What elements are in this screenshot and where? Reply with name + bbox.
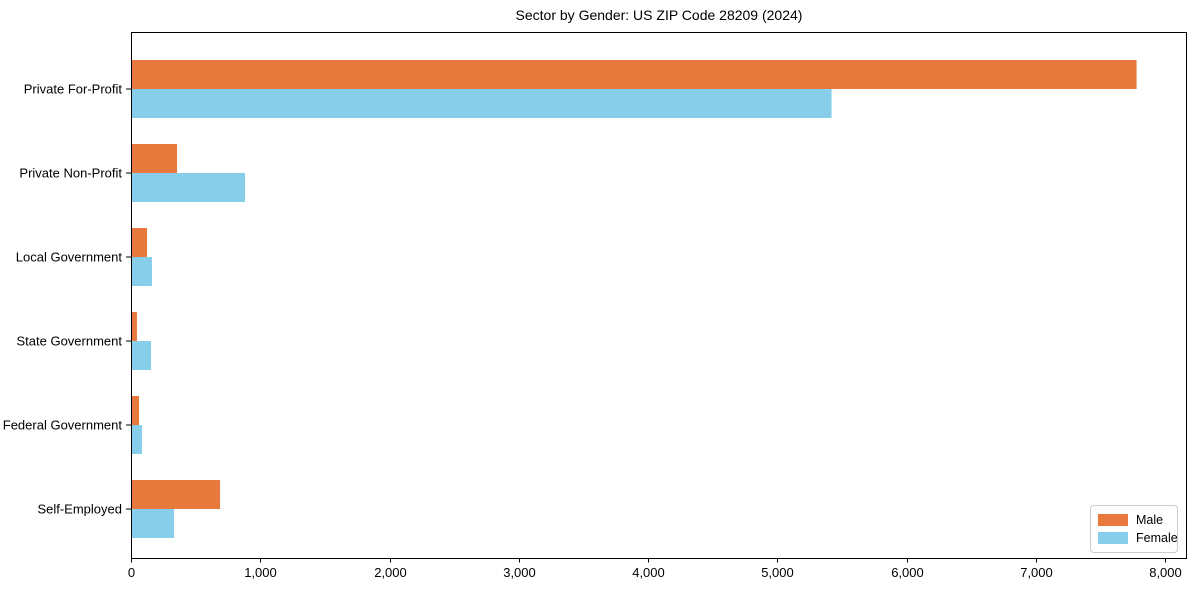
bar-female-local-government (132, 257, 152, 286)
bar-female-self-employed (132, 509, 175, 538)
x-tick-label-8000: 8,000 (1149, 565, 1182, 580)
x-tick-label-2000: 2,000 (374, 565, 407, 580)
x-tick-label-1000: 1,000 (244, 565, 277, 580)
legend-label-female: Female (1136, 531, 1178, 545)
y-tick-label-federal-government: Federal Government (3, 418, 123, 433)
legend-label-male: Male (1136, 513, 1164, 527)
legend-item-male: Male (1098, 511, 1170, 529)
y-tick-label-local-government: Local Government (16, 250, 123, 265)
bar-male-local-government (132, 228, 148, 257)
y-tick-label-state-government: State Government (17, 334, 123, 349)
x-tick-label-5000: 5,000 (761, 565, 794, 580)
male-swatch (1098, 514, 1128, 526)
bar-male-federal-government (132, 396, 140, 425)
bar-male-self-employed (132, 480, 221, 509)
x-tick-label-6000: 6,000 (891, 565, 924, 580)
x-tick-label-4000: 4,000 (632, 565, 665, 580)
bar-male-state-government (132, 312, 137, 341)
bar-female-private-non-profit (132, 173, 246, 202)
x-tick-label-7000: 7,000 (1020, 565, 1053, 580)
female-swatch (1098, 532, 1128, 544)
bar-female-private-for-profit (132, 89, 832, 118)
legend: Male Female (1090, 505, 1178, 553)
bar-male-private-non-profit (132, 144, 178, 173)
bar-female-federal-government (132, 425, 142, 454)
legend-item-female: Female (1098, 529, 1178, 547)
y-tick-label-private-for-profit: Private For-Profit (24, 82, 123, 97)
plot-frame (131, 32, 1187, 559)
bar-female-state-government (132, 341, 152, 370)
y-tick-label-private-non-profit: Private Non-Profit (19, 166, 122, 181)
x-tick-label-0: 0 (128, 565, 135, 580)
x-tick-label-3000: 3,000 (503, 565, 536, 580)
y-tick-label-self-employed: Self-Employed (37, 502, 122, 517)
chart-title: Sector by Gender: US ZIP Code 28209 (202… (515, 7, 803, 23)
bar-male-private-for-profit (132, 60, 1137, 89)
